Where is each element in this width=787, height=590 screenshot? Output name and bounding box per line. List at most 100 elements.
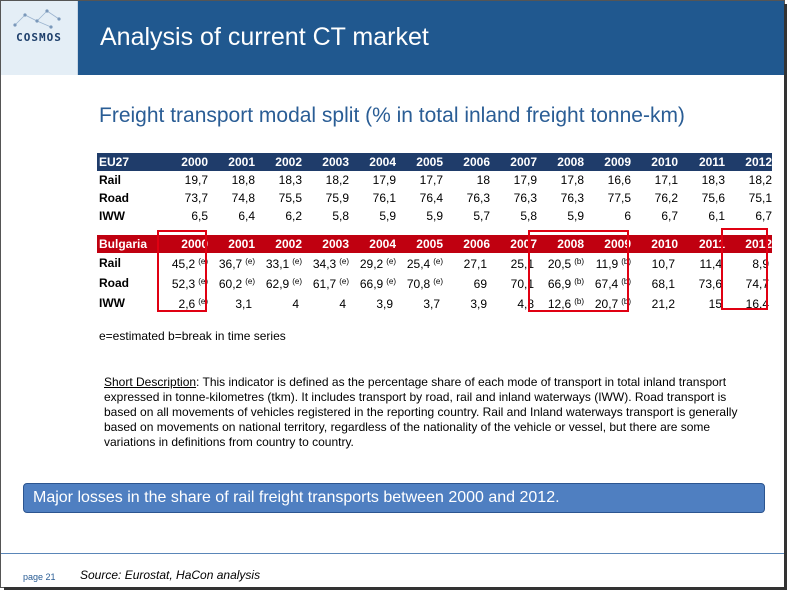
table-cell: 6,7: [631, 207, 678, 225]
cell-value: 34,3: [312, 257, 337, 271]
cell-value: 76,3: [513, 191, 537, 205]
cell-value: 73,6: [698, 277, 722, 291]
year-header: 2007: [490, 235, 537, 253]
footer-divider: [1, 553, 784, 554]
table-cell: 75,5: [255, 189, 302, 207]
table-cell: 12,6 (b): [537, 293, 584, 313]
cell-value: 76,2: [654, 191, 678, 205]
cell-value: 36,7: [218, 257, 243, 271]
table-cell: 74,7: [725, 273, 772, 293]
highlight-2000: [157, 230, 207, 312]
table-cell: 67,4 (b): [584, 273, 631, 293]
highlight-2012: [721, 228, 768, 310]
cell-note: (e): [386, 277, 396, 286]
table-cell: 52,3 (e): [161, 273, 208, 293]
table-cell: 17,9: [349, 171, 396, 189]
cell-value: 61,7: [312, 277, 337, 291]
table-cell: 3,9: [349, 293, 396, 313]
table-cell: 29,2 (e): [349, 253, 396, 273]
table-row: Rail 45,2 (e) 36,7 (e) 33,1 (e) 34,3 (e) 29,2 (e) 2…: [97, 253, 772, 273]
year-header: 2005: [396, 153, 443, 171]
year-header: 2010: [631, 235, 678, 253]
cell-note: (e): [245, 277, 255, 286]
highlight-2008-2009: [528, 230, 629, 312]
table-cell: 61,7 (e): [302, 273, 349, 293]
year-header: 2012: [725, 153, 772, 171]
cell-note: (e): [433, 277, 443, 286]
cell-value: 52,3: [171, 277, 196, 291]
year-header: 2004: [349, 153, 396, 171]
table-cell: 17,1: [631, 171, 678, 189]
cell-value: 45,2: [171, 257, 196, 271]
table-cell: 5,9: [349, 207, 396, 225]
year-header: 2002: [255, 153, 302, 171]
cell-value: 8,9: [752, 257, 769, 271]
cell-value: 3,1: [235, 297, 252, 311]
cell-value: 76,1: [372, 191, 396, 205]
table-cell: 62,9 (e): [255, 273, 302, 293]
cell-value: 6,2: [285, 209, 302, 223]
table-cell: 5,8: [302, 207, 349, 225]
year-header: 2012: [725, 235, 772, 253]
row-label: IWW: [99, 296, 125, 310]
table-cell: 76,2: [631, 189, 678, 207]
cell-value: 17,9: [372, 173, 396, 187]
year-header: 2011: [678, 153, 725, 171]
cell-value: 29,2: [359, 257, 384, 271]
year-header: 2008: [537, 235, 584, 253]
year-header: 2003: [302, 235, 349, 253]
table-cell: 45,2 (e): [161, 253, 208, 273]
table-row: Road 52,3 (e) 60,2 (e) 62,9 (e) 61,7 (e) 66,9 (e) 7…: [97, 273, 772, 293]
cell-value: 75,1: [748, 191, 772, 205]
table-cell: 27,1: [443, 253, 490, 273]
cell-value: 5,9: [567, 209, 584, 223]
table-cell: 76,1: [349, 189, 396, 207]
cell-value: 12,6: [547, 297, 572, 311]
table-cell: 6,2: [255, 207, 302, 225]
year-header: 2009: [584, 235, 631, 253]
cell-note: (b): [621, 277, 631, 286]
logo: COSMOS: [1, 1, 78, 75]
table-cell: 20,7 (b): [584, 293, 631, 313]
cell-value: 15: [708, 297, 722, 311]
table-cell: 11,9 (b): [584, 253, 631, 273]
table-cell: 75,1: [725, 189, 772, 207]
cell-value: 21,2: [651, 297, 675, 311]
table-cell: 19,7: [161, 171, 208, 189]
description-text: : This indicator is defined as the perce…: [104, 375, 738, 449]
cell-value: 66,9: [547, 277, 572, 291]
table-cell: 73,7: [161, 189, 208, 207]
table-cell: 16,4: [725, 293, 772, 313]
cell-note: (b): [574, 277, 584, 286]
table-cell: 18,3: [678, 171, 725, 189]
table-cell: 8,9: [725, 253, 772, 273]
table-cell: 2,6 (e): [161, 293, 208, 313]
year-header: 2008: [537, 153, 584, 171]
cell-value: 75,9: [325, 191, 349, 205]
table-row: Road 73,7 74,8 75,5 75,9 76,1 76,4 76,3 76,3 76,3…: [97, 189, 772, 207]
table-cell: 6: [584, 207, 631, 225]
table-header-row: Bulgaria 2000 2001 2002 2003 2004 2005 2006 2007…: [97, 235, 772, 253]
cell-value: 3,9: [376, 297, 393, 311]
cell-value: 20,5: [547, 257, 572, 271]
cell-value: 18,3: [278, 173, 302, 187]
cell-value: 74,7: [745, 277, 769, 291]
cell-value: 20,7: [594, 297, 619, 311]
short-description: Short Description: This indicator is def…: [104, 375, 744, 450]
cell-value: 6,7: [755, 209, 772, 223]
cell-value: 73,7: [184, 191, 208, 205]
row-label: Rail: [99, 256, 122, 270]
cell-value: 5,8: [520, 209, 537, 223]
table-cell: 66,9 (b): [537, 273, 584, 293]
cell-value: 18: [476, 173, 490, 187]
table-cell: 6,4: [208, 207, 255, 225]
table-cell: 25,4 (e): [396, 253, 443, 273]
cell-value: 76,4: [419, 191, 443, 205]
year-header: 2010: [631, 153, 678, 171]
cell-value: 4: [292, 297, 299, 311]
table-cell: 3,1: [208, 293, 255, 313]
page-number: page 21: [23, 572, 56, 582]
year-header: 2007: [490, 153, 537, 171]
table-cell: 5,9: [396, 207, 443, 225]
table-cell: 75,9: [302, 189, 349, 207]
